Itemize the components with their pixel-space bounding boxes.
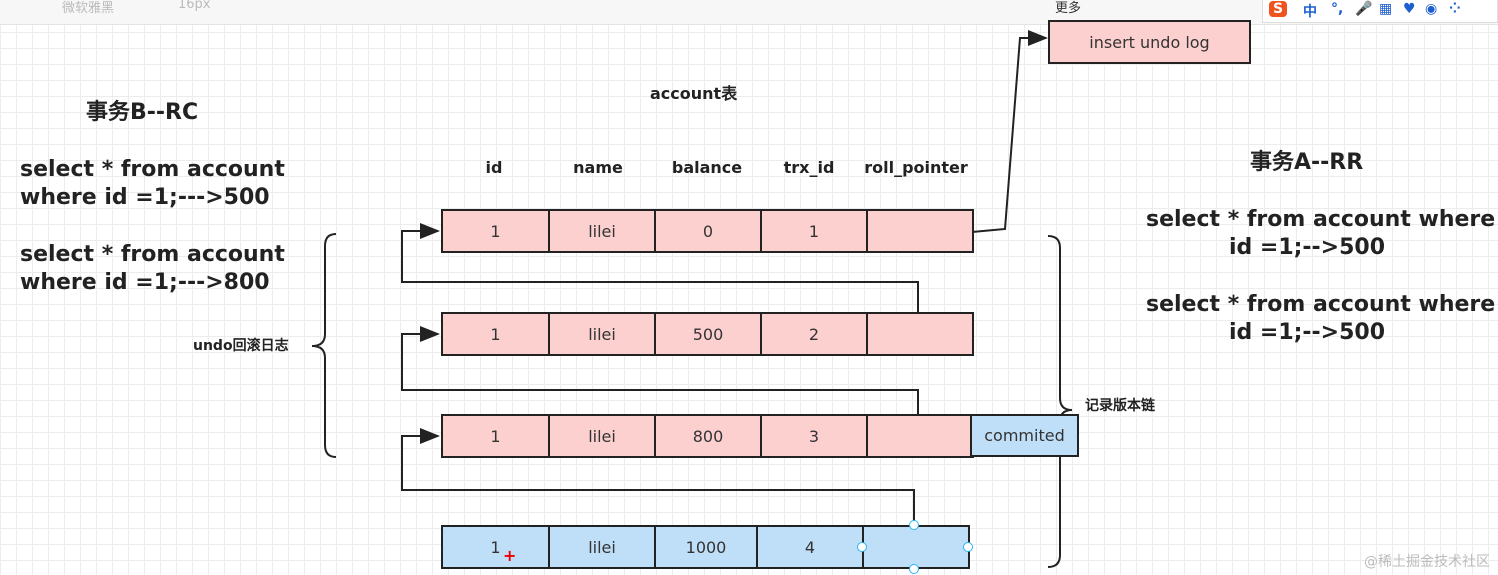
ime-toolbar[interactable]: S 中 °, 🎤 ▦ ♥ ◉ ⁘: [1262, 0, 1498, 23]
row-4-trx-id-cell: 4: [756, 525, 864, 569]
ime-mode[interactable]: 中: [1303, 4, 1317, 20]
font-select[interactable]: 微软雅黑: [62, 1, 115, 16]
column-header: balance: [671, 158, 743, 177]
commited-tag: commited: [970, 414, 1079, 457]
insert-undo-log-box: insert undo log: [1048, 20, 1251, 64]
row-2-name-cell: lilei: [548, 312, 656, 356]
row-1-name-cell: lilei: [548, 209, 656, 253]
row-1-balance-cell: 0: [654, 209, 762, 253]
txB-query2: select * from account where id =1;--->800: [20, 242, 285, 295]
table-title: account表: [650, 84, 738, 103]
selection-handle[interactable]: [963, 542, 973, 552]
undo-label: undo回滚日志: [193, 338, 289, 354]
column-header: name: [573, 158, 623, 177]
row-1-roll-pointer-cell: [866, 209, 974, 253]
row-2-roll-pointer-cell: [866, 312, 974, 356]
column-header: trx_id: [783, 158, 835, 177]
row-1-id-cell: 1: [441, 209, 550, 253]
row-4-name-cell: lilei: [548, 525, 656, 569]
column-header: id: [485, 158, 503, 177]
ime-punct[interactable]: °,: [1331, 1, 1344, 17]
chain-label: 记录版本链: [1085, 398, 1155, 414]
txA-query1: select * from account where id =1;-->500: [1146, 207, 1496, 260]
txA-query2: select * from account where id =1;-->500: [1146, 292, 1496, 345]
size-select[interactable]: 16px: [178, 0, 211, 12]
row-3-balance-cell: 800: [654, 414, 762, 458]
toolbar: 微软雅黑 16px 更多: [0, 0, 1498, 25]
watermark: @稀土掘金技术社区: [1364, 554, 1490, 570]
game-icon[interactable]: ◉: [1425, 1, 1438, 17]
row-2-balance-cell: 500: [654, 312, 762, 356]
row-4-balance-cell: 1000: [654, 525, 758, 569]
row-3-name-cell: lilei: [548, 414, 656, 458]
selection-handle[interactable]: [857, 542, 867, 552]
row-4-id-cell: 1: [441, 525, 550, 569]
cursor-plus-icon: +: [503, 546, 517, 565]
row-2-trx-id-cell: 2: [760, 312, 868, 356]
txB-query1: select * from account where id =1;--->500: [20, 157, 285, 210]
selection-handle[interactable]: [909, 520, 919, 530]
apps-icon[interactable]: ⁘: [1449, 1, 1461, 17]
more-button[interactable]: 更多: [1055, 1, 1082, 16]
row-2-id-cell: 1: [441, 312, 550, 356]
row-3-id-cell: 1: [441, 414, 550, 458]
row-1-trx-id-cell: 1: [760, 209, 868, 253]
sogou-logo-icon: S: [1269, 1, 1288, 17]
mic-icon[interactable]: 🎤: [1355, 1, 1373, 17]
row-4-roll-pointer-cell: [862, 525, 970, 569]
skin-icon[interactable]: ♥: [1403, 1, 1416, 17]
column-header: roll_pointer: [864, 158, 968, 177]
selection-handle[interactable]: [909, 564, 919, 574]
txB-title: 事务B--RC: [86, 100, 199, 125]
txA-title: 事务A--RR: [1250, 150, 1364, 175]
row-3-trx-id-cell: 3: [760, 414, 868, 458]
row-3-roll-pointer-cell: [866, 414, 974, 458]
keyboard-icon[interactable]: ▦: [1379, 1, 1393, 17]
